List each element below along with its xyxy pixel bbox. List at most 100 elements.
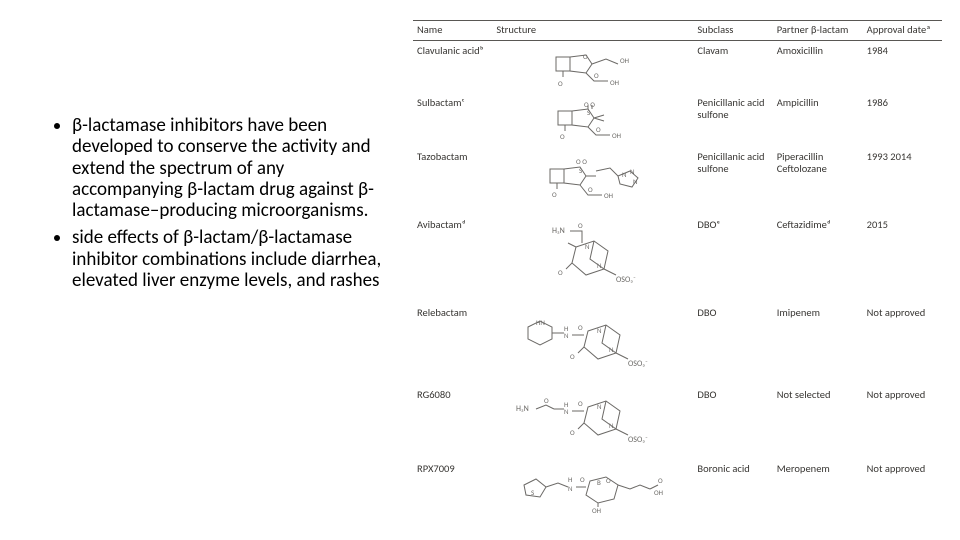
slide-root: β-lactamase inhibitors have been develop… xyxy=(0,0,960,540)
cell-partner: Ceftazidimeᵈ xyxy=(773,215,863,303)
cell-partner: Piperacillin Ceftolozane xyxy=(773,147,863,215)
cell-structure: O O S N N N O OH O xyxy=(492,147,693,215)
svg-text:N: N xyxy=(609,345,614,354)
svg-text:OH: OH xyxy=(592,506,601,513)
svg-text:N: N xyxy=(597,326,602,335)
table-row: Relebactam HN H N O N N O OSO₃⁻ DBOImipe… xyxy=(413,303,942,385)
cell-partner: Amoxicillin xyxy=(773,41,863,94)
cell-name: Clavulanic acidᵇ xyxy=(413,41,492,94)
table-row: Avibactamᵈ H₂N O N N O OSO₃⁻ DBOᵉCeftazi… xyxy=(413,215,942,303)
structure-diagram: O O S N N N O OH O xyxy=(496,151,689,211)
structure-diagram: S HN O B O OH O OH xyxy=(496,463,689,513)
svg-text:O: O xyxy=(578,399,583,408)
svg-text:HN: HN xyxy=(536,318,545,327)
svg-text:OH: OH xyxy=(654,488,663,497)
cell-structure: HN H N O N N O OSO₃⁻ xyxy=(492,303,693,385)
cell-subclass: Penicillanic acid sulfone xyxy=(693,147,772,215)
cell-approval: Not approved xyxy=(863,459,942,517)
svg-text:OH: OH xyxy=(610,78,619,87)
svg-text:O: O xyxy=(544,396,549,405)
svg-text:O: O xyxy=(583,52,588,61)
cell-approval: 1993 2014 xyxy=(863,147,942,215)
table-row: RPX7009 S HN O B O OH O OH Boronic acidM… xyxy=(413,459,942,517)
svg-text:O: O xyxy=(658,476,663,485)
col-approval: Approval dateª xyxy=(863,21,942,41)
svg-text:N: N xyxy=(585,242,590,251)
cell-subclass: Penicillanic acid sulfone xyxy=(693,93,772,147)
svg-text:O: O xyxy=(578,221,583,230)
cell-structure: S HN O B O OH O OH xyxy=(492,459,693,517)
cell-structure: H₂N O N N O OSO₃⁻ xyxy=(492,215,693,303)
svg-text:N: N xyxy=(630,167,635,176)
svg-text:H₂N: H₂N xyxy=(516,404,529,414)
svg-text:O O: O O xyxy=(576,157,587,166)
cell-approval: Not approved xyxy=(863,385,942,459)
structure-diagram: HN H N O N N O OSO₃⁻ xyxy=(496,307,689,381)
svg-text:OSO₃⁻: OSO₃⁻ xyxy=(628,435,648,445)
svg-text:H: H xyxy=(568,475,572,484)
table-row: Clavulanic acidᵇ O OH O OH O ClavamAmoxi… xyxy=(413,41,942,94)
cell-name: Avibactamᵈ xyxy=(413,215,492,303)
bullet-item: β-lactamase inhibitors have been develop… xyxy=(72,115,397,221)
svg-text:S: S xyxy=(531,488,534,497)
cell-structure: O OH O OH O xyxy=(492,41,693,94)
cell-name: RG6080 xyxy=(413,385,492,459)
structure-diagram: O O S O OH O xyxy=(496,97,689,143)
svg-text:OSO₃⁻: OSO₃⁻ xyxy=(616,275,636,285)
cell-name: RPX7009 xyxy=(413,459,492,517)
structure-diagram: H₂N O H N O N N O OSO₃⁻ xyxy=(496,389,689,455)
cell-approval: 1984 xyxy=(863,41,942,94)
cell-partner: Not selected xyxy=(773,385,863,459)
svg-text:O: O xyxy=(578,323,583,332)
table-panel: Name Structure Subclass Partner β-lactam… xyxy=(407,20,948,530)
svg-text:O: O xyxy=(558,79,563,88)
table-row: Tazobactam O O S N N N O OH O Penicillan… xyxy=(413,147,942,215)
structure-diagram: O OH O OH O xyxy=(496,45,689,89)
col-structure: Structure xyxy=(492,21,693,41)
svg-text:OSO₃⁻: OSO₃⁻ xyxy=(628,359,648,369)
cell-subclass: Boronic acid xyxy=(693,459,772,517)
svg-text:O: O xyxy=(596,125,601,134)
cell-approval: Not approved xyxy=(863,303,942,385)
svg-text:N: N xyxy=(597,402,602,411)
svg-text:S: S xyxy=(579,166,582,175)
svg-text:B: B xyxy=(597,478,601,487)
table-header-row: Name Structure Subclass Partner β-lactam… xyxy=(413,21,942,41)
cell-name: Tazobactam xyxy=(413,147,492,215)
svg-text:N: N xyxy=(633,177,638,186)
svg-text:O: O xyxy=(558,268,563,277)
col-subclass: Subclass xyxy=(693,21,772,41)
bullet-list: β-lactamase inhibitors have been develop… xyxy=(50,115,397,291)
svg-text:N: N xyxy=(564,331,569,340)
col-partner: Partner β-lactam xyxy=(773,21,863,41)
svg-text:N: N xyxy=(597,261,602,270)
svg-text:N: N xyxy=(568,484,573,493)
bullet-panel: β-lactamase inhibitors have been develop… xyxy=(12,20,407,530)
svg-text:OH: OH xyxy=(620,56,629,65)
bullet-item: side effects of β-lactam/β-lactamase inh… xyxy=(72,227,397,291)
cell-subclass: Clavam xyxy=(693,41,772,94)
cell-partner: Ampicillin xyxy=(773,93,863,147)
svg-text:O: O xyxy=(588,185,593,194)
svg-text:O: O xyxy=(570,428,575,437)
cell-subclass: DBOᵉ xyxy=(693,215,772,303)
cell-subclass: DBO xyxy=(693,385,772,459)
svg-text:N: N xyxy=(564,407,569,416)
svg-text:O: O xyxy=(606,476,611,485)
cell-partner: Meropenem xyxy=(773,459,863,517)
cell-name: Relebactam xyxy=(413,303,492,385)
svg-text:O: O xyxy=(552,190,557,199)
svg-text:N: N xyxy=(609,421,614,430)
cell-name: Sulbactamᶜ xyxy=(413,93,492,147)
structure-diagram: H₂N O N N O OSO₃⁻ xyxy=(496,219,689,299)
svg-text:S: S xyxy=(587,108,590,117)
svg-text:O: O xyxy=(594,71,599,80)
cell-partner: Imipenem xyxy=(773,303,863,385)
col-name: Name xyxy=(413,21,492,41)
svg-text:OH: OH xyxy=(604,191,613,200)
cell-structure: H₂N O H N O N N O OSO₃⁻ xyxy=(492,385,693,459)
svg-text:O: O xyxy=(570,352,575,361)
cell-structure: O O S O OH O xyxy=(492,93,693,147)
cell-approval: 2015 xyxy=(863,215,942,303)
cell-subclass: DBO xyxy=(693,303,772,385)
